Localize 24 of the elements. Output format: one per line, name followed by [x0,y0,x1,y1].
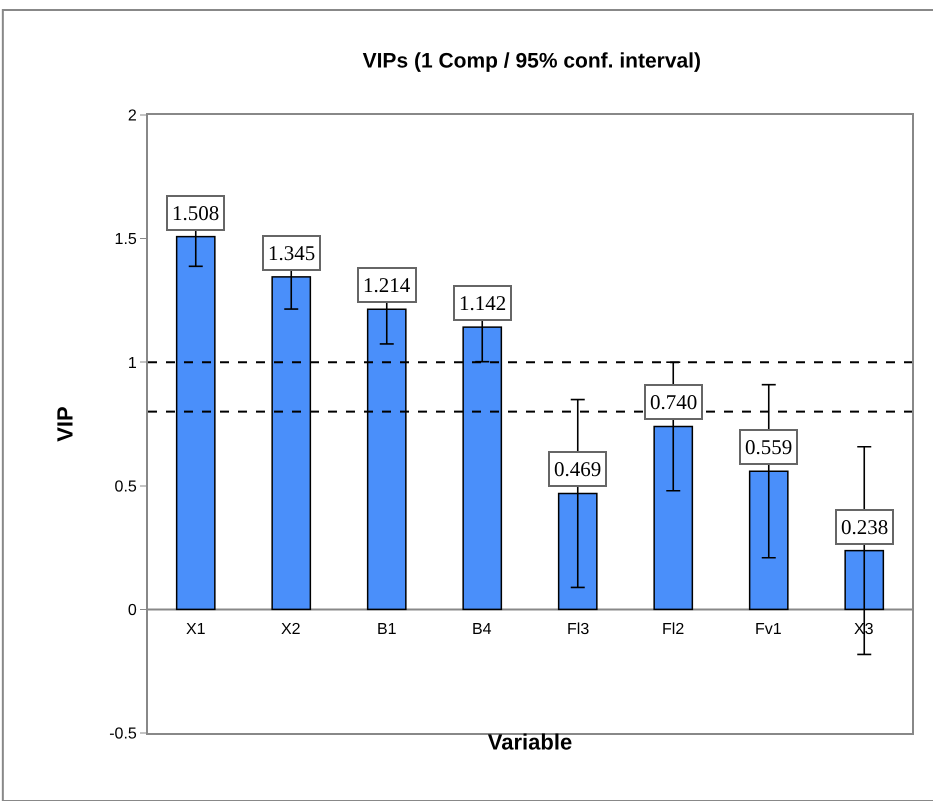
x-tick-label: X1 [186,621,206,638]
x-axis-title: Variable [488,729,572,754]
data-label: 1.142 [459,291,506,315]
y-tick-label: 0 [128,602,137,619]
y-tick-label: 2 [128,108,137,125]
data-label: 0.740 [650,390,698,414]
x-tick-label: B4 [472,621,492,638]
y-tick-label: -0.5 [109,726,137,743]
y-tick-label: 1.5 [114,231,137,248]
x-tick-label: Fl2 [662,621,684,638]
data-label: 0.469 [554,457,602,481]
data-label: 0.559 [745,435,792,459]
chart-title: VIPs (1 Comp / 95% conf. interval) [362,49,702,72]
x-tick-label: B1 [377,621,397,638]
data-label: 0.238 [841,515,888,539]
data-label: 1.345 [268,241,316,265]
y-tick-label: 1 [128,354,137,372]
x-tick-label: Fl3 [567,621,590,638]
y-axis-title: VIP [52,406,78,442]
data-label: 1.508 [172,201,220,225]
data-label: 1.214 [363,273,411,297]
x-tick-label: X2 [281,621,301,638]
x-tick-label: Fv1 [755,621,782,638]
y-tick-label: 0.5 [114,478,137,496]
